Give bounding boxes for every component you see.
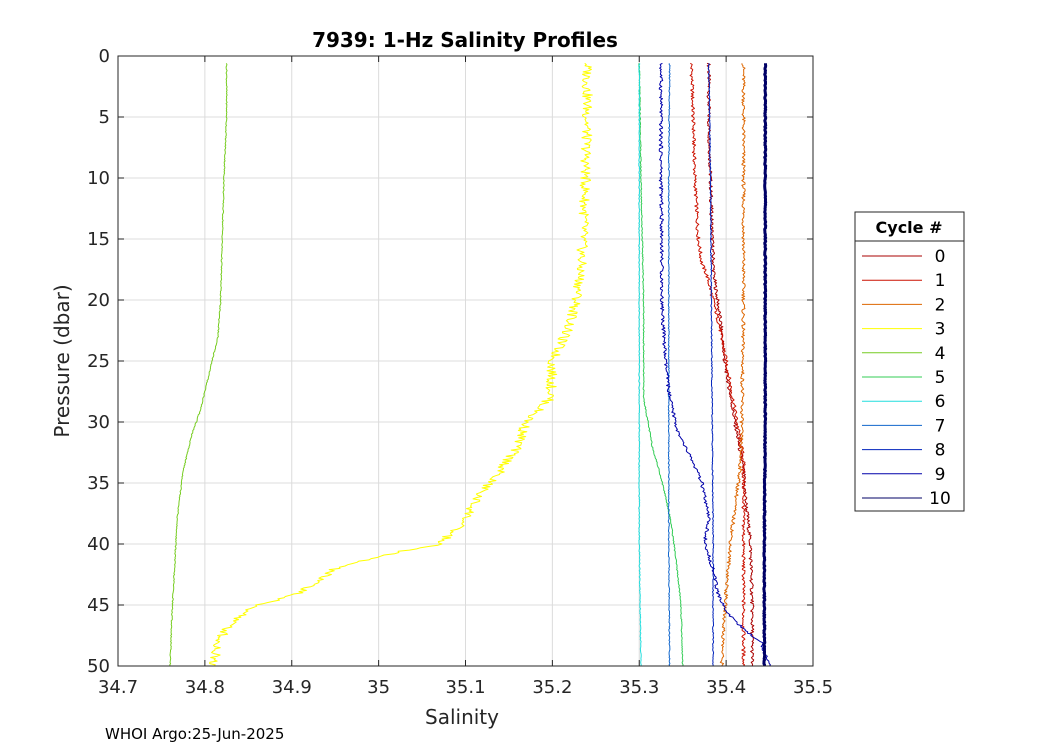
legend-box xyxy=(854,211,965,512)
legend-label-cycle-9: 9 xyxy=(935,465,946,485)
y-tick-label: 35 xyxy=(87,473,110,494)
footer-credit: WHOI Argo:25-Jun-2025 xyxy=(105,725,285,743)
legend-label-cycle-5: 5 xyxy=(935,368,946,388)
y-tick-label: 45 xyxy=(87,595,110,616)
x-tick-label: 34.9 xyxy=(272,677,312,698)
legend-label-cycle-0: 0 xyxy=(935,247,946,267)
series-line-cycle-0 xyxy=(706,62,755,667)
y-tick-label: 25 xyxy=(87,351,110,372)
legend-label-cycle-6: 6 xyxy=(935,392,946,412)
series-line-cycle-3 xyxy=(209,62,593,667)
y-tick-label: 15 xyxy=(87,229,110,250)
legend-label-cycle-1: 1 xyxy=(935,271,946,291)
y-tick-label: 50 xyxy=(87,656,110,677)
legend-entries: 0 1 2 3 4 5 6 7 8 9 10 xyxy=(862,247,951,509)
legend-label-cycle-8: 8 xyxy=(935,441,946,461)
y-axis-label: Pressure (dbar) xyxy=(50,284,74,437)
series-line-cycle-5 xyxy=(638,63,684,667)
legend-label-cycle-2: 2 xyxy=(935,295,946,315)
legend-label-cycle-7: 7 xyxy=(935,416,946,436)
series-line-cycle-1 xyxy=(689,62,746,667)
y-tick-label: 40 xyxy=(87,534,110,555)
x-tick-label: 34.7 xyxy=(98,677,138,698)
series-line-cycle-10 xyxy=(762,63,768,667)
legend-label-cycle-4: 4 xyxy=(935,344,946,364)
series-line-cycle-8 xyxy=(707,63,715,666)
x-tick-label: 35.4 xyxy=(706,677,746,698)
y-tick-label: 5 xyxy=(99,107,110,128)
y-tick-label: 0 xyxy=(99,46,110,67)
axis-ticks: 34.7 34.8 34.9 35 35.1 35.2 35.3 35.4 35.5 0 5 10 15… xyxy=(87,46,833,698)
series-line-cycle-7 xyxy=(667,63,671,667)
data-series xyxy=(169,62,771,667)
x-tick-label: 35.3 xyxy=(619,677,659,698)
series-line-cycle-2 xyxy=(719,63,746,667)
legend: Cycle # 0 1 2 3 4 5 6 7 8 9 10 xyxy=(854,211,965,512)
y-tick-label: 30 xyxy=(87,412,110,433)
y-tick-label: 20 xyxy=(87,290,110,311)
series-line-cycle-6 xyxy=(638,63,642,667)
x-tick-label: 35.1 xyxy=(445,677,485,698)
chart-title: 7939: 1-Hz Salinity Profiles xyxy=(312,28,618,52)
x-tick-label: 35.5 xyxy=(793,677,833,698)
y-tick-label: 10 xyxy=(87,168,110,189)
x-tick-label: 35.2 xyxy=(532,677,572,698)
x-tick-label: 34.8 xyxy=(185,677,225,698)
x-axis-label: Salinity xyxy=(425,705,499,729)
legend-title: Cycle # xyxy=(876,218,943,237)
x-tick-label: 35 xyxy=(367,677,390,698)
series-line-cycle-4 xyxy=(169,63,228,667)
legend-label-cycle-3: 3 xyxy=(935,320,946,340)
series-line-cycle-9 xyxy=(658,62,771,667)
legend-label-cycle-10: 10 xyxy=(929,489,951,509)
